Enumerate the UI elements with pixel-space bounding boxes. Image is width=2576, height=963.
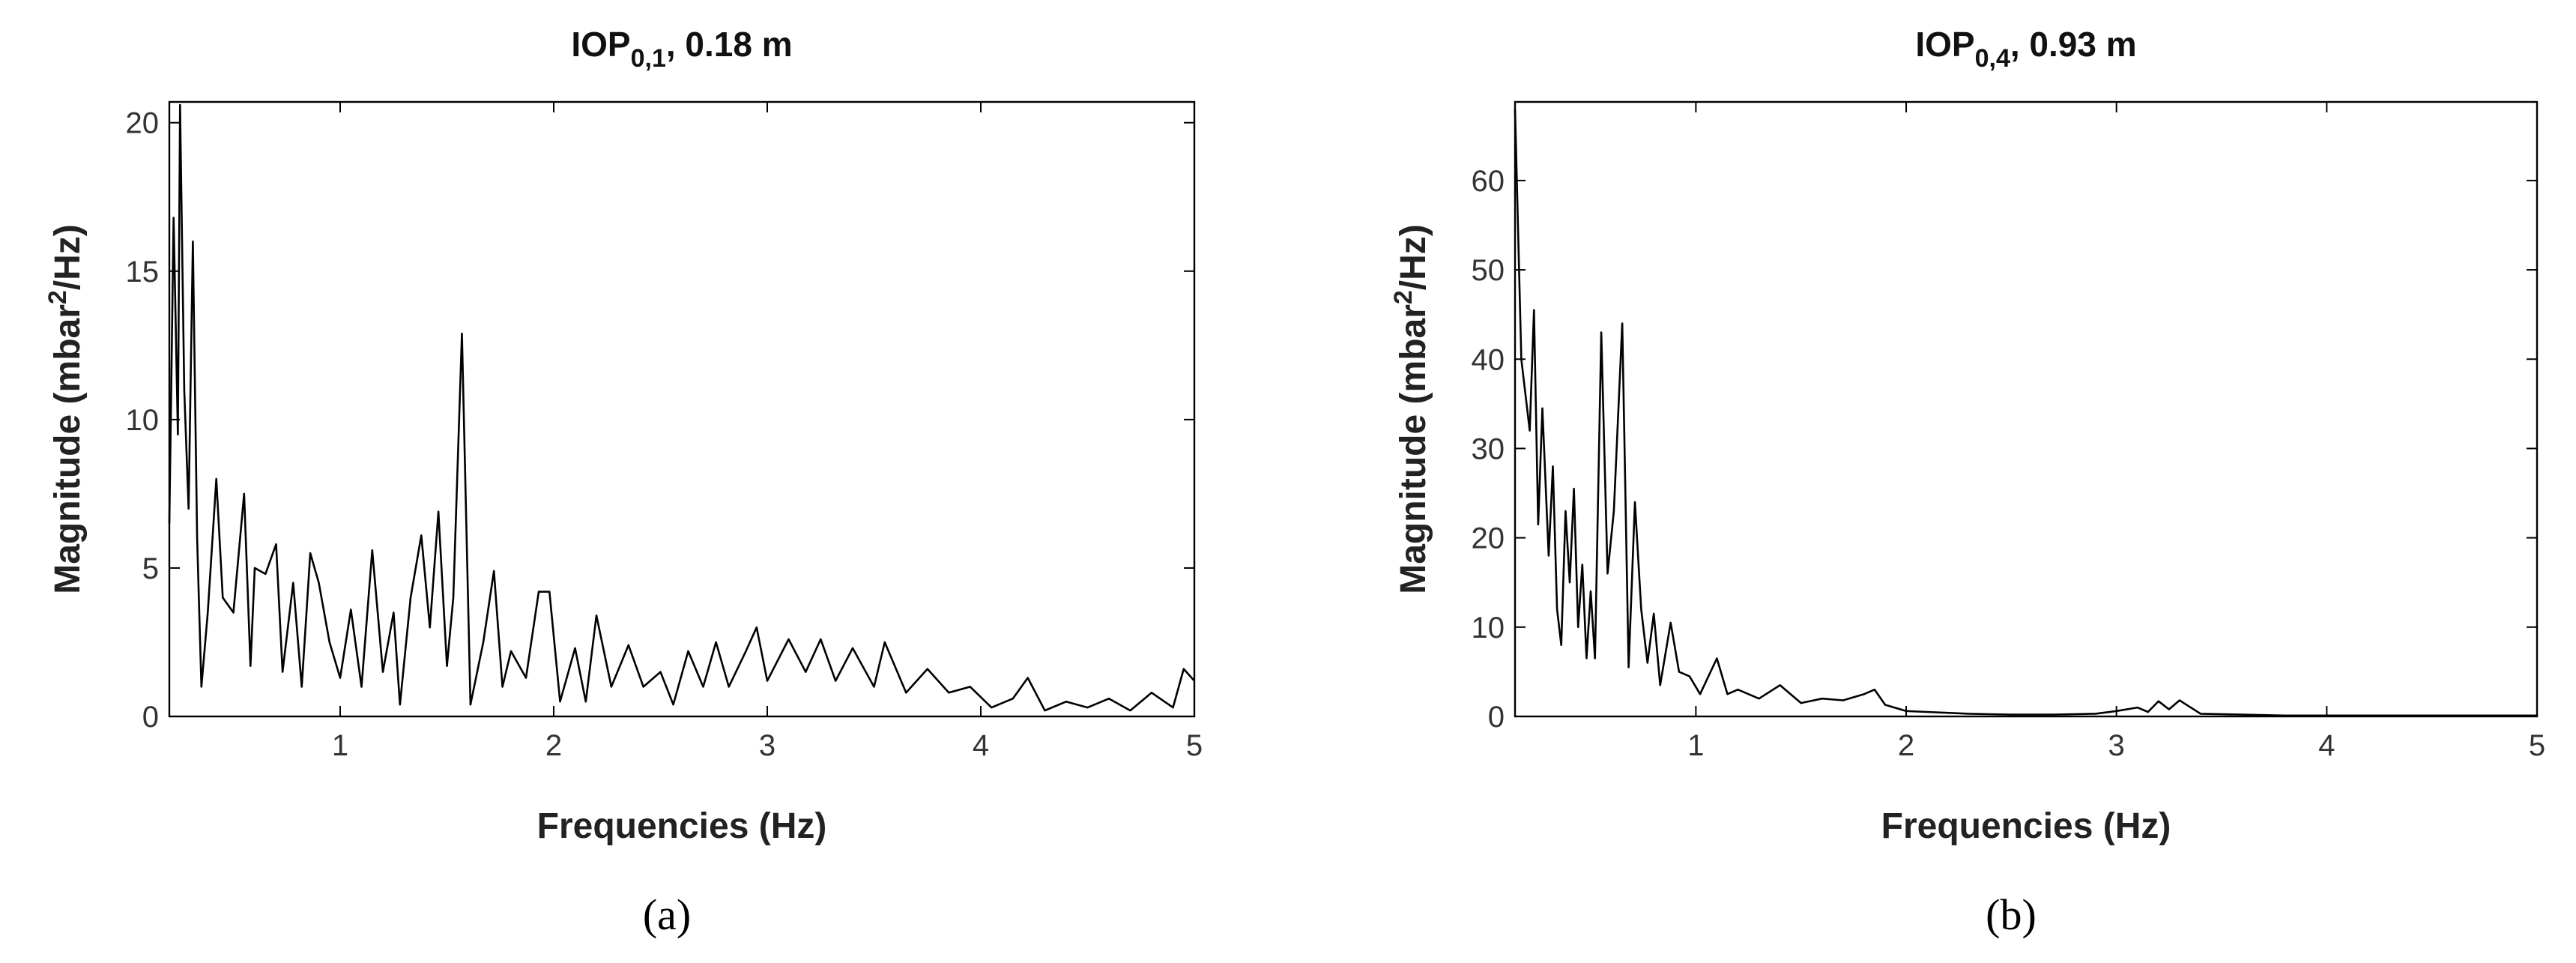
chart-title: IOP0,1, 0.18 m	[571, 25, 792, 73]
y-tick-label: 0	[1488, 701, 1505, 734]
title-text: IOP	[571, 25, 630, 64]
x-axis-label: Frequencies (Hz)	[1881, 806, 2171, 846]
data-line	[1514, 109, 2537, 717]
y-tick-label: 0	[142, 701, 159, 734]
y-tick-label: 20	[1472, 522, 1505, 555]
y-tick-label: 50	[1472, 254, 1505, 287]
x-tick-label: 1	[332, 729, 348, 762]
y-tick-label: 40	[1472, 343, 1505, 376]
plot-frame	[168, 100, 1196, 718]
x-tick-label: 3	[759, 729, 775, 762]
title-subscript: 0,1	[631, 44, 666, 73]
y-label-suffix: /Hz)	[1394, 224, 1433, 290]
x-tick-label: 3	[2108, 729, 2125, 762]
plot-frame	[1514, 100, 2539, 718]
y-axis-label: Magnitude (mbar2/Hz)	[43, 224, 88, 594]
title-suffix: , 0.18 m	[666, 25, 793, 64]
x-tick-label: 4	[973, 729, 989, 762]
y-axis-label: Magnitude (mbar2/Hz)	[1389, 224, 1433, 594]
x-tick-label: 5	[2529, 729, 2545, 762]
y-tick-label: 5	[142, 552, 159, 585]
data-line	[168, 103, 1195, 712]
x-tick-label: 1	[1687, 729, 1704, 762]
title-suffix: , 0.93 m	[2010, 25, 2137, 64]
y-tick-label: 30	[1472, 432, 1505, 465]
x-tick-label: 2	[545, 729, 562, 762]
y-label-superscript: 2	[1389, 290, 1418, 304]
y-tick-label: 10	[126, 404, 160, 437]
y-label-text: Magnitude (mbar	[48, 304, 88, 594]
x-tick-label: 2	[1898, 729, 1914, 762]
x-tick-label: 5	[1186, 729, 1203, 762]
y-tick-label: 15	[126, 256, 160, 289]
y-tick-label: 60	[1472, 165, 1505, 198]
x-axis-label: Frequencies (Hz)	[537, 806, 827, 846]
y-label-text: Magnitude (mbar	[1394, 304, 1433, 594]
panel-label: (a)	[643, 890, 691, 939]
y-label-superscript: 2	[43, 290, 72, 304]
panel-label: (b)	[1986, 890, 2037, 939]
x-tick-label: 4	[2318, 729, 2335, 762]
y-tick-label: 20	[126, 107, 160, 140]
y-label-suffix: /Hz)	[48, 224, 88, 290]
chart-title: IOP0,4, 0.93 m	[1915, 25, 2136, 73]
title-subscript: 0,4	[1975, 44, 2010, 73]
title-text: IOP	[1915, 25, 1974, 64]
y-tick-label: 10	[1472, 612, 1505, 644]
